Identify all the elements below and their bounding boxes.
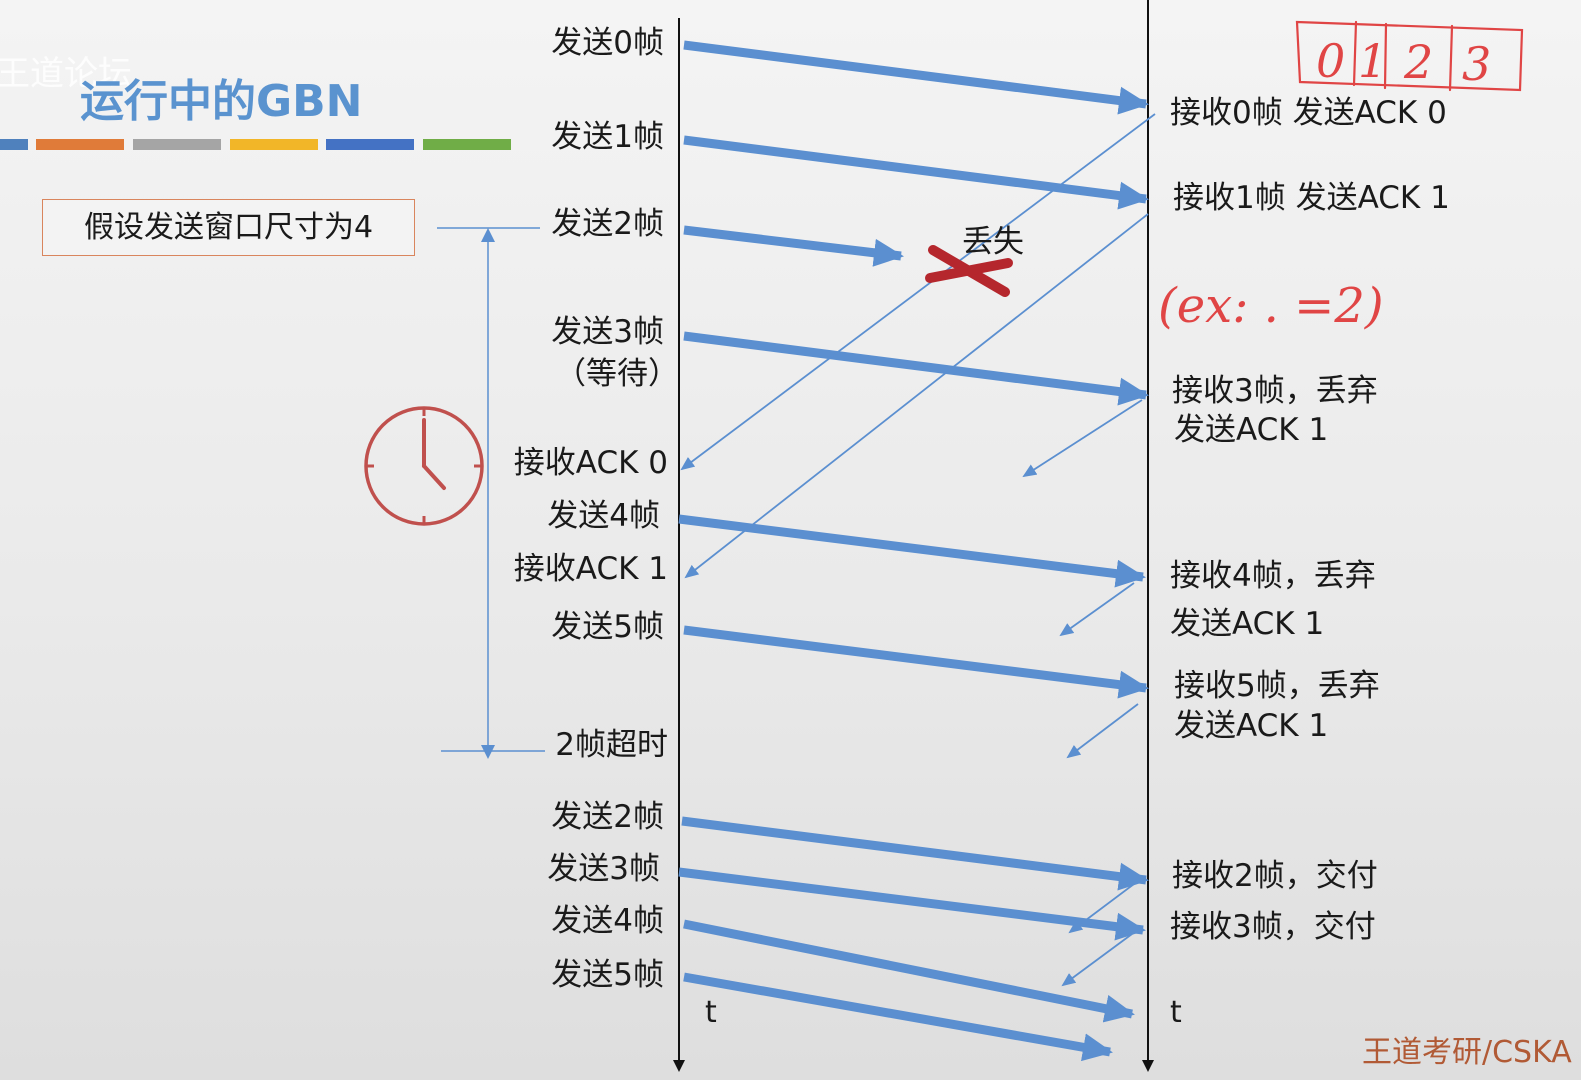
receiver-recv-3-deliver: 接收3帧，交付	[1170, 909, 1376, 945]
watermark: 王道论坛	[0, 54, 132, 94]
ack-1-after-frame-3-arrow	[1022, 399, 1143, 478]
sender-resend-3: 发送3帧	[547, 851, 660, 887]
frame-4-arrow	[678, 514, 1146, 588]
hw-number-0: 0	[1316, 34, 1345, 88]
footer-brand: 王道考研/CSKA	[1362, 1035, 1572, 1070]
sender-send-3: 发送3帧	[551, 314, 664, 350]
ack-1-after-frame-5-arrow	[1066, 703, 1139, 759]
receiver-recv-5-ack: 发送ACK 1	[1174, 708, 1329, 744]
sender-recv-ack-1: 接收ACK 1	[513, 551, 668, 587]
sender-resend-4: 发送4帧	[551, 903, 664, 939]
color-bar-3	[133, 139, 221, 150]
handwritten-note: (ex: . =2)	[1158, 278, 1384, 334]
ack-1-after-frame-4-arrow	[1059, 582, 1135, 637]
resend-frame-5-arrow	[683, 972, 1113, 1062]
sender-send-3-wait: （等待）	[555, 356, 679, 392]
sender-timeout: 2帧超时	[555, 727, 668, 763]
resend-frame-3-arrow	[678, 867, 1146, 941]
hw-number-2: 2	[1403, 35, 1433, 89]
timeout-bracket-arrow-up	[481, 228, 495, 242]
ack-2-arrow	[1068, 883, 1135, 934]
clock-icon	[364, 406, 484, 526]
sender-time-label: t	[705, 995, 717, 1030]
lost-cross-icon	[925, 245, 1013, 297]
hw-number-3: 3	[1462, 37, 1491, 91]
sender-resend-5: 发送5帧	[551, 957, 664, 993]
receiver-recv-0: 接收0帧 发送ACK 0	[1170, 95, 1447, 131]
color-bar-5	[326, 139, 414, 150]
frame-5-arrow	[683, 625, 1149, 699]
lost-label: 丢失	[962, 224, 1024, 260]
page-title: 运行中的GBN	[80, 76, 363, 127]
color-bar-4	[230, 139, 318, 150]
sender-send-2: 发送2帧	[551, 206, 664, 242]
handwritten-window-numbers: 0 1 2 3	[1316, 34, 1491, 91]
timeout-bracket-arrow-down	[481, 745, 495, 759]
color-bar-1	[0, 139, 28, 150]
window-size-note: 假设发送窗口尺寸为4	[42, 199, 415, 256]
receiver-recv-2-deliver: 接收2帧，交付	[1172, 858, 1378, 894]
receiver-recv-3: 接收3帧，丢弃	[1172, 373, 1378, 409]
frame-1-arrow	[683, 135, 1149, 210]
sender-timeline-arrowhead	[673, 1060, 685, 1072]
frame-3-arrow	[683, 331, 1149, 406]
receiver-recv-5: 接收5帧，丢弃	[1174, 668, 1380, 704]
receiver-time-label: t	[1170, 995, 1182, 1030]
sender-send-5: 发送5帧	[551, 609, 664, 645]
sender-send-4: 发送4帧	[547, 498, 660, 534]
ack-3-arrow	[1061, 933, 1133, 987]
sender-send-1: 发送1帧	[551, 119, 664, 155]
handwritten-window-boxes	[1295, 20, 1524, 92]
frame-0-arrow	[683, 40, 1149, 115]
receiver-timeline-arrowhead	[1142, 1060, 1154, 1072]
sender-recv-ack-0: 接收ACK 0	[513, 445, 668, 481]
receiver-recv-3-ack: 发送ACK 1	[1174, 412, 1329, 448]
receiver-recv-4: 接收4帧，丢弃	[1170, 558, 1376, 594]
hw-number-1: 1	[1358, 34, 1387, 88]
ack-0-arrow	[680, 113, 1156, 471]
sender-resend-2: 发送2帧	[551, 799, 664, 835]
color-bar-2	[36, 139, 124, 150]
sender-send-0: 发送0帧	[551, 25, 664, 61]
receiver-recv-4-ack: 发送ACK 1	[1170, 606, 1325, 642]
ack-1-arrow	[684, 213, 1149, 579]
color-bar-6	[423, 139, 511, 150]
resend-frame-4-arrow	[683, 919, 1135, 1023]
resend-frame-2-arrow	[681, 816, 1149, 891]
frame-2-arrow-lost	[683, 225, 904, 267]
receiver-recv-1: 接收1帧 发送ACK 1	[1173, 180, 1450, 216]
